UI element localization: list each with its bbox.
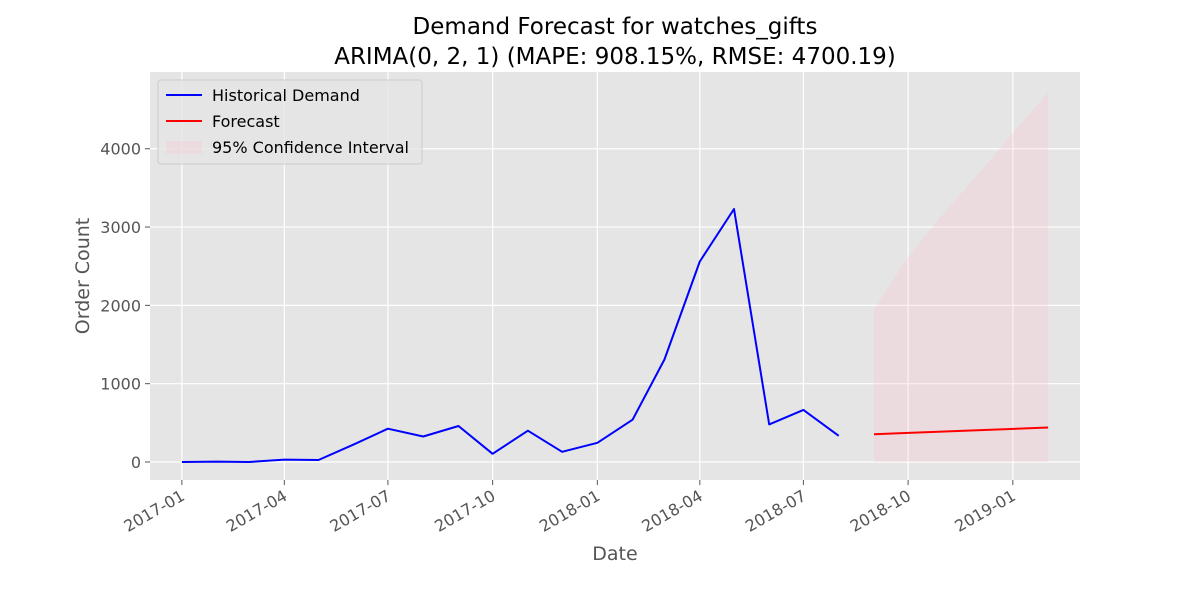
legend-label-confidence: 95% Confidence Interval [212, 138, 409, 157]
legend-label-forecast: Forecast [212, 112, 280, 131]
x-tick-label: 2017-10 [431, 486, 498, 536]
x-axis-label: Date [592, 543, 637, 565]
chart-subtitle: ARIMA(0, 2, 1) (MAPE: 908.15%, RMSE: 470… [334, 44, 896, 70]
confidence-interval-band [874, 92, 1049, 463]
x-tick-label: 2017-07 [327, 486, 394, 536]
y-axis-label: Order Count [72, 218, 94, 334]
y-tick-label: 4000 [100, 140, 141, 159]
forecast-line [873, 426, 1049, 436]
y-axis-ticks: 0 1000 2000 3000 4000 [100, 140, 150, 472]
x-tick-label: 2017-01 [120, 486, 187, 536]
y-tick-label: 1000 [100, 375, 141, 394]
confidence-interval-layer [874, 92, 1049, 463]
x-tick-label: 2019-01 [951, 486, 1018, 536]
x-tick-label: 2018-10 [847, 486, 914, 536]
x-tick-label: 2018-07 [742, 486, 809, 536]
legend-box [157, 79, 423, 165]
historical-demand-line [181, 208, 840, 463]
chart-title: Demand Forecast for watches_gifts [413, 14, 818, 40]
legend: Historical Demand Forecast 95% Confidenc… [157, 79, 423, 165]
x-tick-label: 2018-04 [638, 486, 705, 536]
legend-swatch-confidence [166, 141, 202, 154]
y-tick-label: 3000 [100, 218, 141, 237]
series-layer [181, 208, 1049, 463]
legend-label-historical: Historical Demand [212, 86, 360, 105]
x-tick-label: 2018-01 [536, 486, 603, 536]
y-tick-label: 0 [131, 453, 141, 472]
x-tick-label: 2017-04 [223, 486, 290, 536]
x-axis-ticks: 2017-01 2017-04 2017-07 2017-10 2018-01 2018-… [120, 480, 1019, 536]
y-tick-label: 2000 [100, 296, 141, 315]
